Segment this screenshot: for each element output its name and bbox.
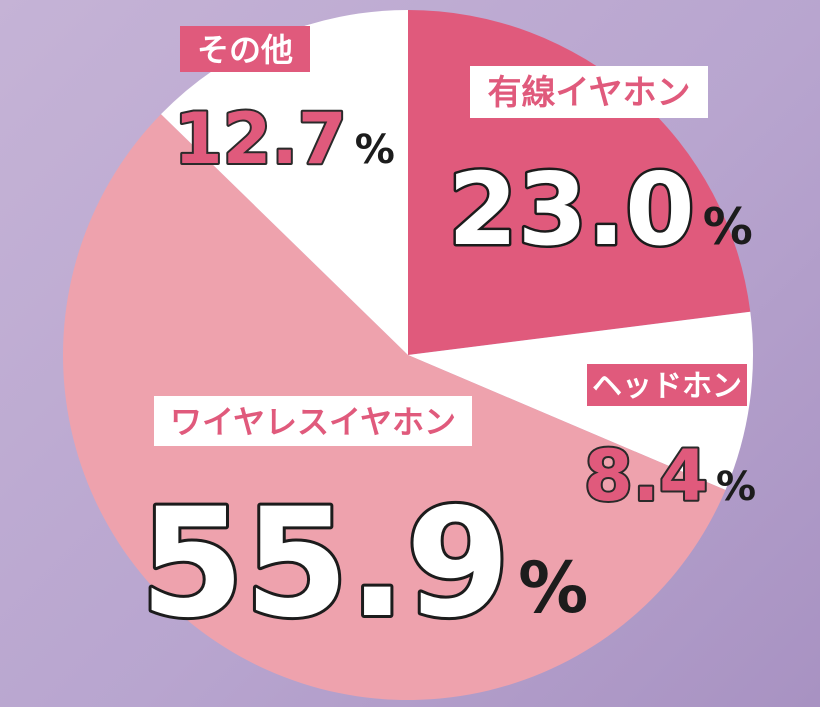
value-label: 55.9 [140,477,510,651]
slice-other [161,10,408,355]
category-label-bg [154,396,472,446]
category-label: その他 [197,31,293,69]
value-label: 8.4 [584,435,708,517]
category-label: 有線イヤホン [488,73,691,113]
percent-sign: % [703,198,753,256]
label-group-headphones: ヘッドホン 8.4 % [582,364,756,519]
category-label: ワイヤレスイヤホン [170,403,456,441]
slice-headphones [408,311,754,491]
label-group-wireless: ワイヤレスイヤホン 55.9 % [137,396,588,654]
category-label-bg [587,364,747,406]
pie-slices [63,10,754,700]
percent-sign: % [716,464,756,510]
percent-sign: % [518,547,588,629]
value-label: 23.0 [448,151,695,268]
category-label-bg [470,66,708,118]
value-label: 12.7 [174,98,347,180]
percent-sign: % [355,127,395,173]
label-group-other: その他 12.7 % [172,26,395,182]
label-group-wired: 有線イヤホン 23.0 % [446,66,753,271]
category-label: ヘッドホン [592,369,742,404]
category-label-bg [180,26,310,72]
